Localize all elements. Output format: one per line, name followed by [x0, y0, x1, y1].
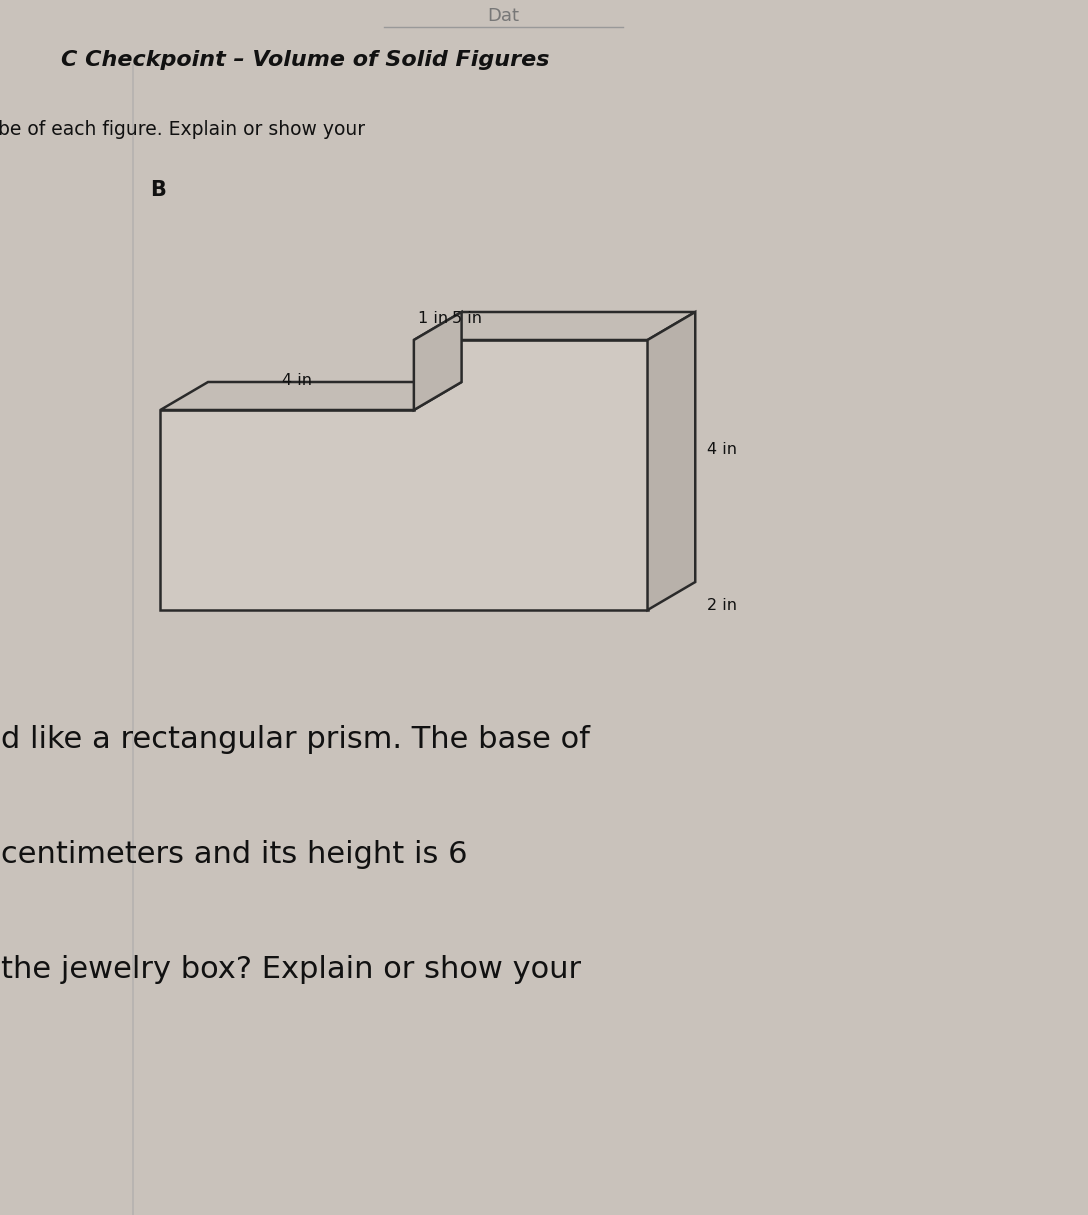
Polygon shape: [160, 340, 647, 610]
Polygon shape: [413, 312, 461, 409]
Text: centimeters and its height is 6: centimeters and its height is 6: [1, 840, 468, 869]
Text: 4 in: 4 in: [707, 442, 738, 458]
Text: Dat: Dat: [487, 7, 519, 26]
Text: be of each figure. Explain or show your: be of each figure. Explain or show your: [0, 120, 366, 139]
Polygon shape: [160, 382, 461, 409]
Text: d like a rectangular prism. The base of: d like a rectangular prism. The base of: [1, 725, 590, 755]
Text: 1 in: 1 in: [418, 311, 448, 326]
Polygon shape: [413, 312, 695, 340]
Text: 4 in: 4 in: [282, 373, 312, 388]
Polygon shape: [647, 312, 695, 610]
Text: C Checkpoint – Volume of Solid Figures: C Checkpoint – Volume of Solid Figures: [61, 50, 549, 70]
Text: 5 in: 5 in: [452, 311, 482, 326]
Text: the jewelry box? Explain or show your: the jewelry box? Explain or show your: [1, 955, 581, 984]
Text: 2 in: 2 in: [707, 599, 738, 614]
Text: B: B: [150, 180, 166, 200]
